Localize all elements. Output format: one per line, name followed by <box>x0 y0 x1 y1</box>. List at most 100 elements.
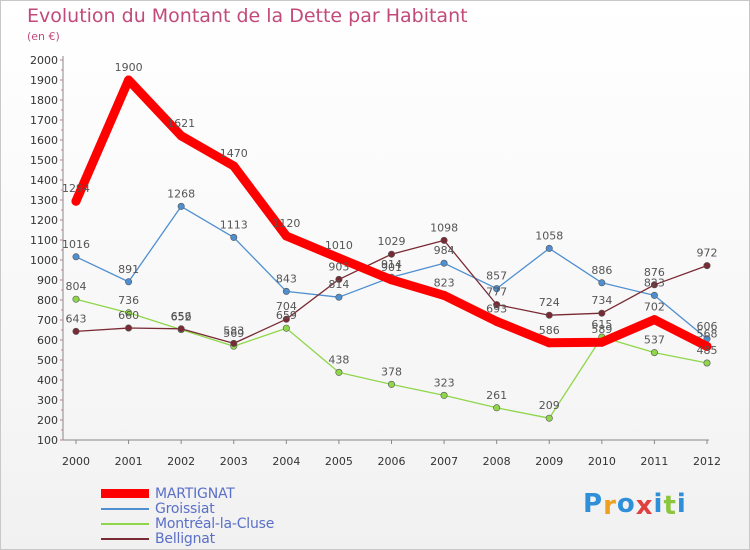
data-label: 901 <box>381 261 402 274</box>
data-label: 615 <box>591 318 612 331</box>
data-label: 656 <box>171 310 192 323</box>
y-tick-label: 1900 <box>30 74 58 87</box>
y-tick-label: 800 <box>37 294 58 307</box>
y-tick-label: 900 <box>37 274 58 287</box>
data-label: 643 <box>66 312 87 325</box>
logo-letter: i <box>653 489 664 519</box>
y-tick-label: 600 <box>37 334 58 347</box>
x-tick-label: 2003 <box>220 455 248 468</box>
data-label: 891 <box>118 263 139 276</box>
data-label: 1120 <box>272 217 300 230</box>
data-label: 876 <box>644 266 665 279</box>
legend-label: Bellignat <box>155 530 215 547</box>
chart-unit-label: (en €) <box>27 30 60 43</box>
data-label: 209 <box>539 399 560 412</box>
legend-swatch <box>101 537 149 540</box>
x-tick-label: 2012 <box>693 455 721 468</box>
data-point <box>177 202 185 210</box>
x-tick-label: 2009 <box>535 455 563 468</box>
logo-letter: t <box>663 491 677 521</box>
data-point <box>493 404 501 412</box>
y-tick-label: 200 <box>37 414 58 427</box>
data-point <box>650 291 658 299</box>
data-point <box>545 311 553 319</box>
data-point <box>598 279 606 287</box>
data-label: 660 <box>118 309 139 322</box>
y-tick-label: 1200 <box>30 214 58 227</box>
data-point <box>544 338 554 348</box>
x-tick-label: 2008 <box>483 455 511 468</box>
data-label: 704 <box>276 300 297 313</box>
data-point <box>703 359 711 367</box>
y-tick-label: 1700 <box>30 114 58 127</box>
data-point <box>72 253 80 261</box>
data-point <box>176 131 186 141</box>
x-tick-label: 2007 <box>430 455 458 468</box>
chart-title: Evolution du Montant de la Dette par Hab… <box>27 5 468 27</box>
data-label: 886 <box>591 264 612 277</box>
y-tick-label: 700 <box>37 314 58 327</box>
data-point <box>545 244 553 252</box>
proxiti-logo: Proxiti <box>583 489 687 521</box>
y-tick-label: 1800 <box>30 94 58 107</box>
data-label: 589 <box>591 323 612 336</box>
data-point <box>702 341 712 351</box>
data-label: 823 <box>644 276 665 289</box>
data-point <box>282 287 290 295</box>
data-label: 569 <box>223 327 244 340</box>
x-tick-label: 2000 <box>62 455 90 468</box>
x-tick-label: 2004 <box>272 455 300 468</box>
data-label: 972 <box>697 247 718 260</box>
y-tick-label: 1300 <box>30 194 58 207</box>
data-label: 568 <box>697 327 718 340</box>
data-point <box>493 301 501 309</box>
data-label: 857 <box>486 270 507 283</box>
data-label: 1098 <box>430 221 458 234</box>
data-label: 903 <box>328 260 349 273</box>
data-point <box>387 250 395 258</box>
data-label: 1029 <box>378 235 406 248</box>
data-label: 814 <box>328 278 349 291</box>
data-point <box>72 295 80 303</box>
data-label: 823 <box>434 276 455 289</box>
data-point <box>598 309 606 317</box>
data-point <box>281 231 291 241</box>
data-label: 724 <box>539 296 560 309</box>
data-label: 586 <box>539 324 560 337</box>
data-point <box>125 324 133 332</box>
y-tick-label: 2000 <box>30 54 58 67</box>
y-tick-label: 1400 <box>30 174 58 187</box>
data-point <box>334 253 344 263</box>
y-tick-label: 400 <box>37 374 58 387</box>
y-tick-label: 1000 <box>30 254 58 267</box>
x-tick-label: 2011 <box>640 455 668 468</box>
data-point <box>439 290 449 300</box>
data-label: 1268 <box>167 187 195 200</box>
data-point <box>493 285 501 293</box>
data-point <box>124 75 134 85</box>
legend-item: Montréal-la-Cluse <box>101 516 274 532</box>
data-label: 537 <box>644 334 665 347</box>
logo-letter: r <box>603 491 617 521</box>
data-label: 1294 <box>62 182 90 195</box>
y-tick-label: 1500 <box>30 154 58 167</box>
logo-letter: i <box>676 489 687 519</box>
data-point <box>230 233 238 241</box>
data-point <box>440 259 448 267</box>
x-tick-label: 2001 <box>115 455 143 468</box>
data-label: 1113 <box>220 218 248 231</box>
y-tick-label: 300 <box>37 394 58 407</box>
data-point <box>387 380 395 388</box>
data-label: 777 <box>486 286 507 299</box>
legend-swatch <box>101 522 149 525</box>
legend-item: Bellignat <box>101 530 274 547</box>
x-tick-label: 2010 <box>588 455 616 468</box>
data-label: 606 <box>697 320 718 333</box>
data-point <box>650 349 658 357</box>
legend-item: MARTIGNAT <box>101 486 274 502</box>
y-tick-label: 100 <box>37 434 58 447</box>
data-point <box>229 161 239 171</box>
data-label: 804 <box>66 280 87 293</box>
data-label: 261 <box>486 389 507 402</box>
